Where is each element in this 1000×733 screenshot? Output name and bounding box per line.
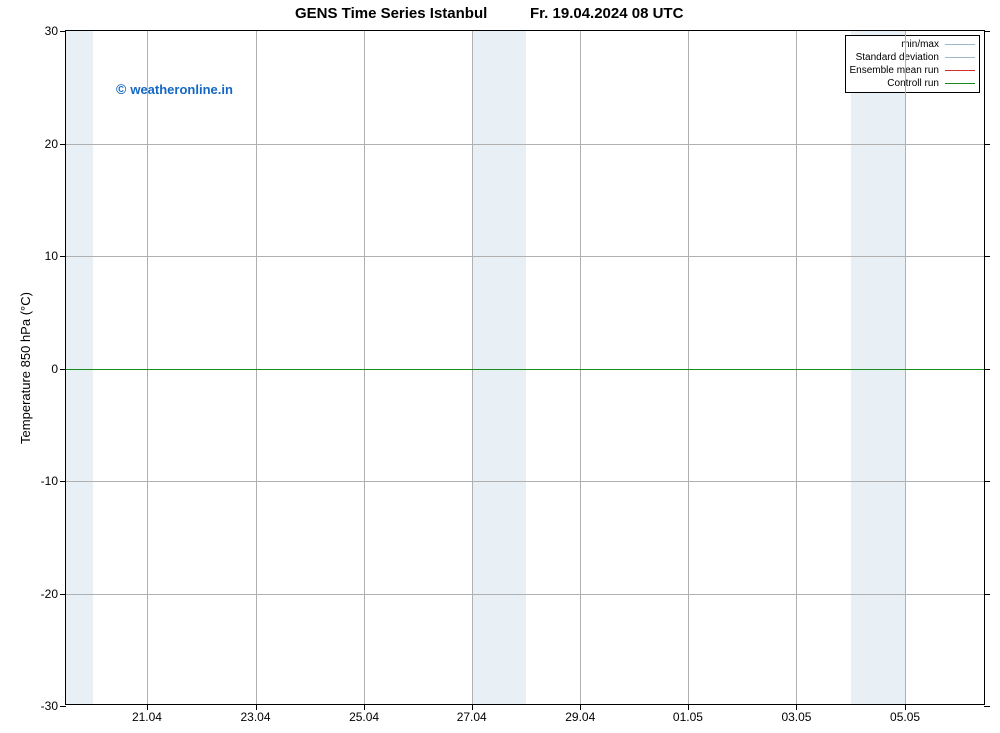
x-tick-mark	[147, 704, 148, 710]
gridline-vertical	[688, 31, 689, 704]
x-tick-label: 05.05	[890, 710, 920, 724]
legend-swatch	[945, 70, 975, 71]
x-tick-label: 21.04	[132, 710, 162, 724]
weekend-shade	[66, 31, 93, 704]
gridline-vertical	[905, 31, 906, 704]
y-tick-mark	[984, 31, 990, 32]
chart-container: GENS Time Series Istanbul Fr. 19.04.2024…	[0, 0, 1000, 733]
x-tick-mark	[472, 704, 473, 710]
x-tick-label: 27.04	[457, 710, 487, 724]
legend: min/maxStandard deviationEnsemble mean r…	[845, 35, 981, 93]
legend-swatch	[945, 44, 975, 45]
y-tick-label: -10	[41, 474, 58, 488]
x-tick-label: 01.05	[673, 710, 703, 724]
x-tick-label: 25.04	[349, 710, 379, 724]
y-tick-mark	[984, 144, 990, 145]
x-tick-mark	[796, 704, 797, 710]
plot-area: min/maxStandard deviationEnsemble mean r…	[65, 30, 985, 705]
watermark-text: weatheronline.in	[130, 82, 233, 97]
gridline-vertical	[580, 31, 581, 704]
weekend-shade	[851, 31, 905, 704]
gridline-vertical	[147, 31, 148, 704]
chart-title-time: Fr. 19.04.2024 08 UTC	[530, 5, 683, 22]
y-axis-label: Temperature 850 hPa (°C)	[18, 292, 33, 444]
legend-item: min/max	[850, 38, 976, 51]
y-tick-mark	[60, 31, 66, 32]
legend-label: min/max	[901, 38, 939, 51]
y-tick-mark	[60, 256, 66, 257]
y-tick-label: 20	[45, 137, 58, 151]
y-tick-mark	[984, 594, 990, 595]
y-tick-mark	[984, 256, 990, 257]
legend-label: Ensemble mean run	[850, 64, 940, 77]
legend-label: Standard deviation	[856, 51, 939, 64]
y-tick-mark	[60, 706, 66, 707]
x-tick-mark	[580, 704, 581, 710]
y-tick-mark	[984, 481, 990, 482]
chart-title-main: GENS Time Series Istanbul	[295, 5, 487, 22]
x-tick-mark	[905, 704, 906, 710]
y-tick-label: -30	[41, 699, 58, 713]
gridline-vertical	[472, 31, 473, 704]
y-tick-mark	[984, 706, 990, 707]
watermark: © weatheronline.in	[116, 81, 233, 97]
gridline-horizontal	[66, 256, 984, 257]
series-control-run	[66, 369, 984, 370]
legend-item: Controll run	[850, 77, 976, 90]
copyright-icon: ©	[116, 81, 126, 97]
x-tick-mark	[256, 704, 257, 710]
legend-swatch	[945, 57, 975, 58]
x-tick-mark	[364, 704, 365, 710]
gridline-vertical	[364, 31, 365, 704]
y-tick-label: 30	[45, 24, 58, 38]
y-tick-label: 0	[51, 362, 58, 376]
y-tick-label: -20	[41, 587, 58, 601]
weekend-shade	[472, 31, 526, 704]
gridline-vertical	[796, 31, 797, 704]
gridline-horizontal	[66, 144, 984, 145]
y-tick-mark	[60, 144, 66, 145]
x-tick-label: 03.05	[781, 710, 811, 724]
legend-label: Controll run	[887, 77, 939, 90]
legend-item: Ensemble mean run	[850, 64, 976, 77]
y-tick-mark	[60, 481, 66, 482]
x-tick-label: 29.04	[565, 710, 595, 724]
gridline-horizontal	[66, 481, 984, 482]
x-tick-label: 23.04	[241, 710, 271, 724]
y-tick-mark	[60, 594, 66, 595]
y-tick-label: 10	[45, 249, 58, 263]
legend-swatch	[945, 83, 975, 84]
legend-item: Standard deviation	[850, 51, 976, 64]
gridline-horizontal	[66, 594, 984, 595]
x-tick-mark	[688, 704, 689, 710]
y-tick-mark	[984, 369, 990, 370]
gridline-vertical	[256, 31, 257, 704]
